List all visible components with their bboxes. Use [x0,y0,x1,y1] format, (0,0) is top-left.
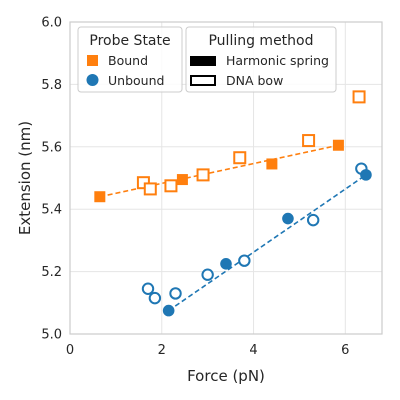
bound-dna-bow-point [302,134,316,148]
fit-lines [99,144,367,312]
unbound-harmonic-spring-point [360,169,372,181]
y-tick-label: 6.0 [41,16,62,31]
legend-pulling-method-title: Pulling method [208,33,313,49]
bound-harmonic-spring-point [266,158,278,170]
x-tick-label: 6 [341,343,349,358]
y-tick-labels: 5.0 5.2 5.4 5.6 5.8 6.0 [41,16,62,343]
y-tick-label: 5.6 [41,140,62,155]
x-tick-label: 2 [158,343,166,358]
legend-harmonic-spring-marker [190,56,216,66]
unbound-dna-bow-point [201,268,214,281]
y-tick-label: 5.2 [41,265,62,280]
legend-pulling-method-box [185,26,337,93]
legend-pulling-method: Pulling method Harmonic spring DNA bow [185,26,337,93]
unbound-dna-bow-point [306,213,320,227]
legend-unbound-marker [86,74,99,86]
fit-line-unbound [168,174,367,312]
legend-dna-bow-label: DNA bow [226,73,283,88]
legend-probe-state: Probe State Bound Unbound [77,26,183,93]
unbound-harmonic-spring-point [282,212,294,225]
bound-harmonic-spring-point [332,139,344,151]
plot-frame [69,21,383,335]
unbound-harmonic-spring-point [162,304,175,317]
x-tick-label: 0 [66,343,74,358]
legend-dna-bow-marker [190,75,216,86]
legend-harmonic-spring-label: Harmonic spring [226,53,329,68]
x-tick-labels: 0 2 4 6 [66,343,350,358]
legend-bound-marker [87,55,98,66]
bound-dna-bow-point [143,182,157,196]
bound-dna-bow-point [233,151,247,165]
unbound-dna-bow-point [169,287,182,300]
bound-dna-bow-point [196,168,210,182]
data-points [94,90,372,317]
fit-line-bound [99,144,339,198]
bound-harmonic-spring-point [176,174,188,186]
bound-dna-bow-point [352,90,366,104]
y-axis-label: Extension (nm) [16,121,34,235]
x-axis-label: Force (pN) [187,367,265,385]
x-tick-label: 4 [249,343,257,358]
legend-probe-state-title: Probe State [89,33,170,49]
y-tick-label: 5.4 [41,203,62,218]
unbound-harmonic-spring-point [220,258,232,270]
legend-unbound-label: Unbound [108,73,164,88]
legend-bound-label: Bound [108,53,148,68]
unbound-dna-bow-point [238,254,251,267]
unbound-dna-bow-point [141,282,155,295]
bound-dna-bow-point [164,179,178,193]
legend-probe-state-box [77,26,183,93]
y-tick-label: 5.0 [41,328,62,343]
bound-harmonic-spring-point [94,191,106,203]
unbound-dna-bow-point [148,291,162,305]
y-tick-label: 5.8 [41,78,62,93]
